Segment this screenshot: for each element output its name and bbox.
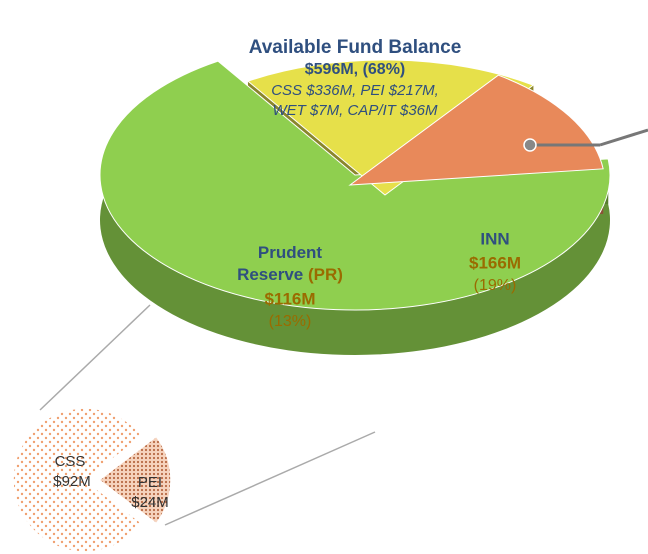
value-label: $116M	[264, 289, 315, 308]
connector-line	[39, 304, 151, 411]
slice	[99, 60, 611, 311]
pie-tops	[99, 59, 611, 311]
slice	[97, 435, 172, 525]
slice-label: INN	[480, 229, 509, 248]
value-label: $92M	[53, 473, 91, 490]
slice-label: PEI	[138, 474, 162, 491]
connector-line	[164, 431, 376, 526]
labels: Available Fund Balance $596M, (68%) CSS $3…	[53, 37, 521, 511]
slice-label: Available Fund Balance	[249, 37, 462, 58]
callout-dot	[523, 138, 537, 152]
value-label: $596M, (68%)	[305, 61, 406, 78]
value-label: $166M	[469, 253, 521, 272]
callout-line	[599, 128, 648, 147]
secondary-pie	[12, 407, 172, 553]
slice-note: (13%)	[269, 313, 312, 330]
slice	[12, 407, 144, 553]
slice-note: (19%)	[474, 277, 517, 294]
slice	[246, 59, 535, 196]
slice-label: Prudent Reserve (PR)	[237, 243, 343, 284]
slice-note: CSS $336M, PEI $217M, WET $7M, CAP/IT $36…	[271, 82, 439, 119]
slice-label: CSS	[55, 453, 86, 470]
slice	[348, 74, 604, 186]
value-label: $24M	[131, 494, 169, 511]
